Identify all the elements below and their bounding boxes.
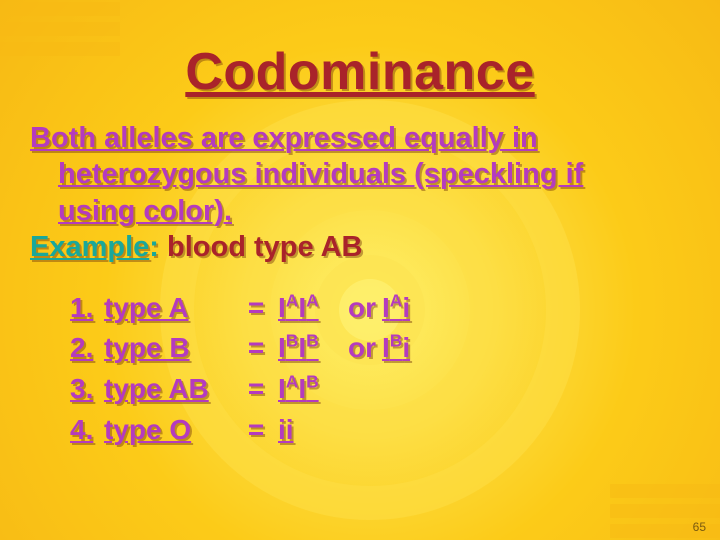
definition-line: using color). xyxy=(58,195,232,227)
blood-type: type O xyxy=(104,410,234,451)
slide-title: Codominance xyxy=(0,42,720,102)
definition-text: Both alleles are expressed equally in he… xyxy=(30,120,690,229)
blood-type: type B xyxy=(104,328,234,369)
genotype: IAi xyxy=(382,288,446,329)
genotype: IBIB xyxy=(278,328,342,369)
blood-type: type AB xyxy=(104,369,234,410)
genotype: IAIB xyxy=(278,369,342,410)
row-number: 1. xyxy=(70,288,104,329)
row-number: 2. xyxy=(70,328,104,369)
example-text: blood type AB xyxy=(159,231,363,263)
genotype: IAIA xyxy=(278,288,342,329)
genotype-row: 3.type AB=IAIB xyxy=(70,369,720,410)
example-colon: : xyxy=(149,231,159,263)
row-number: 4. xyxy=(70,410,104,451)
blood-type: type A xyxy=(104,288,234,329)
row-number: 3. xyxy=(70,369,104,410)
equals-sign: = xyxy=(234,410,278,451)
equals-sign: = xyxy=(234,328,278,369)
genotype-row: 2.type B=IBIBorIBi xyxy=(70,328,720,369)
example-line: Example: blood type AB xyxy=(30,231,690,264)
definition-line: heterozygous individuals (speckling if xyxy=(58,158,583,190)
page-number: 65 xyxy=(693,520,706,534)
equals-sign: = xyxy=(234,288,278,329)
definition-line: Both alleles are expressed equally in xyxy=(30,122,538,154)
slide-content: Codominance Both alleles are expressed e… xyxy=(0,0,720,540)
or-text: or xyxy=(348,328,376,369)
genotype-row: 1.type A=IAIAorIAi xyxy=(70,288,720,329)
equals-sign: = xyxy=(234,369,278,410)
genotype-row: 4.type O=ii xyxy=(70,410,720,451)
genotype-list: 1.type A=IAIAorIAi2.type B=IBIBorIBi3.ty… xyxy=(70,288,720,450)
example-label: Example xyxy=(30,231,149,263)
genotype: IBi xyxy=(382,328,446,369)
genotype: ii xyxy=(278,410,342,451)
or-text: or xyxy=(348,288,376,329)
